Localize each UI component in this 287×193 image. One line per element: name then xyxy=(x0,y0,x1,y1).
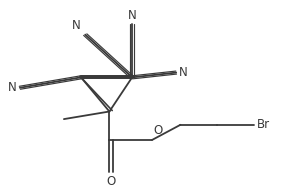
Text: N: N xyxy=(72,19,81,32)
Text: Br: Br xyxy=(257,118,270,131)
Text: O: O xyxy=(106,175,116,188)
Text: N: N xyxy=(8,81,17,94)
Text: O: O xyxy=(154,124,163,137)
Text: N: N xyxy=(128,9,137,22)
Text: N: N xyxy=(179,66,188,79)
